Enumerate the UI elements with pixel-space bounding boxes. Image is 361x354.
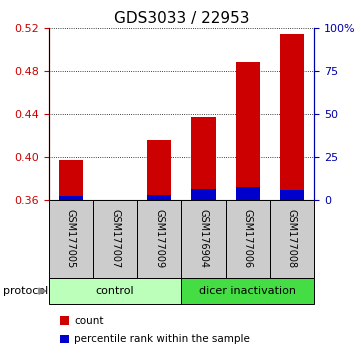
Text: GSM177007: GSM177007	[110, 209, 120, 269]
Text: GSM176904: GSM176904	[199, 210, 209, 268]
Bar	[181, 278, 314, 304]
Bar	[191, 118, 216, 200]
Text: GSM177005: GSM177005	[66, 209, 76, 269]
Text: GSM177006: GSM177006	[243, 209, 253, 269]
Text: percentile rank within the sample: percentile rank within the sample	[74, 334, 250, 344]
Text: count: count	[74, 315, 104, 326]
Bar	[181, 200, 226, 278]
Text: GSM177009: GSM177009	[154, 209, 164, 269]
Bar	[49, 278, 181, 304]
Bar	[191, 189, 216, 200]
Bar	[59, 196, 83, 200]
Bar	[147, 195, 171, 200]
Bar	[147, 140, 171, 200]
Bar	[49, 200, 93, 278]
Bar	[59, 160, 83, 200]
Bar	[236, 187, 260, 200]
Title: GDS3033 / 22953: GDS3033 / 22953	[114, 11, 249, 26]
Bar	[280, 34, 304, 200]
Bar	[60, 316, 69, 325]
Text: GSM177008: GSM177008	[287, 209, 297, 269]
Text: protocol: protocol	[4, 286, 49, 296]
Text: control: control	[96, 286, 134, 296]
Bar	[93, 200, 137, 278]
Bar	[280, 190, 304, 200]
Bar	[226, 200, 270, 278]
Text: dicer inactivation: dicer inactivation	[199, 286, 296, 296]
Bar	[270, 200, 314, 278]
Bar	[236, 62, 260, 200]
Bar	[137, 200, 182, 278]
Bar	[60, 335, 69, 343]
